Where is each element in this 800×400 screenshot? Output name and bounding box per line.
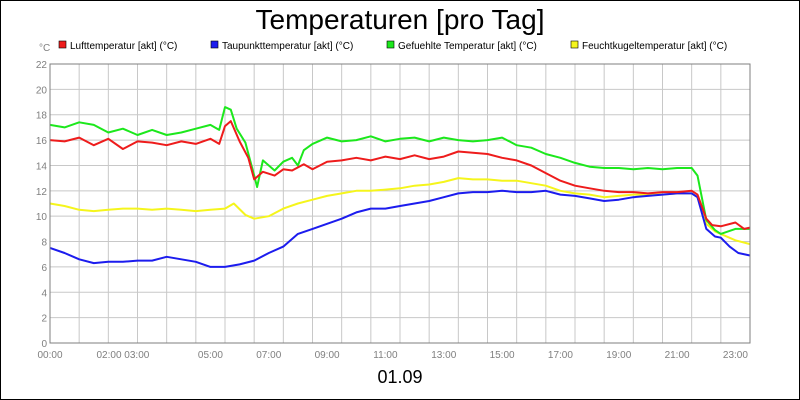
y-axis-ticks: 0 2 4 6 8 10 12 14 16 18 20 22 [36, 60, 48, 350]
x-axis-ticks: 00:00 02:00 03:00 05:00 07:00 09:00 11:00 13:0… [37, 350, 748, 361]
series-line [49, 120, 751, 230]
legend-label: Lufttemperatur [akt] (°C) [70, 41, 177, 52]
series-line [49, 189, 751, 268]
y-tick-label: 0 [41, 339, 47, 350]
legend: Lufttemperatur [akt] (°C) Taupunkttempera… [58, 40, 727, 52]
legend-swatch [210, 40, 219, 49]
y-tick-label: 22 [36, 60, 48, 71]
y-tick-label: 20 [36, 85, 48, 96]
x-tick-label: 19:00 [606, 350, 631, 361]
series-lines [49, 106, 751, 268]
y-tick-label: 4 [41, 288, 47, 299]
legend-swatch [386, 40, 395, 49]
chart-title: Temperaturen [pro Tag] [256, 4, 545, 35]
legend-label: Taupunkttemperatur [akt] (°C) [222, 41, 353, 52]
legend-label: Gefuehlte Temperatur [akt] (°C) [398, 41, 537, 52]
x-tick-label: 21:00 [665, 350, 690, 361]
legend-swatch [570, 40, 579, 49]
y-tick-label: 12 [36, 187, 48, 198]
y-tick-label: 16 [36, 136, 48, 147]
plot-border [49, 63, 751, 344]
x-tick-label: 05:00 [198, 350, 223, 361]
x-tick-label: 23:00 [723, 350, 748, 361]
x-tick-label: 02:00 03:00 [97, 350, 150, 361]
grid [49, 63, 751, 344]
x-tick-label: 00:00 [37, 350, 62, 361]
y-tick-label: 18 [36, 111, 48, 122]
y-unit-label: °C [39, 43, 50, 54]
y-tick-label: 6 [41, 263, 47, 274]
series-line [49, 106, 750, 235]
x-tick-label: 17:00 [548, 350, 573, 361]
x-tick-label: 11:00 [373, 350, 398, 361]
date-label: 01.09 [377, 367, 422, 387]
legend-swatch [58, 40, 67, 49]
legend-label: Feuchtkugeltemperatur [akt] (°C) [582, 41, 727, 52]
y-tick-label: 14 [36, 161, 48, 172]
x-tick-label: 15:00 [490, 350, 515, 361]
x-tick-label: 07:00 [256, 350, 281, 361]
x-tick-label: 13:00 [431, 350, 456, 361]
y-tick-label: 2 [41, 314, 47, 325]
y-tick-label: 10 [36, 212, 48, 223]
x-tick-label: 09:00 [315, 350, 340, 361]
y-tick-label: 8 [41, 238, 47, 249]
